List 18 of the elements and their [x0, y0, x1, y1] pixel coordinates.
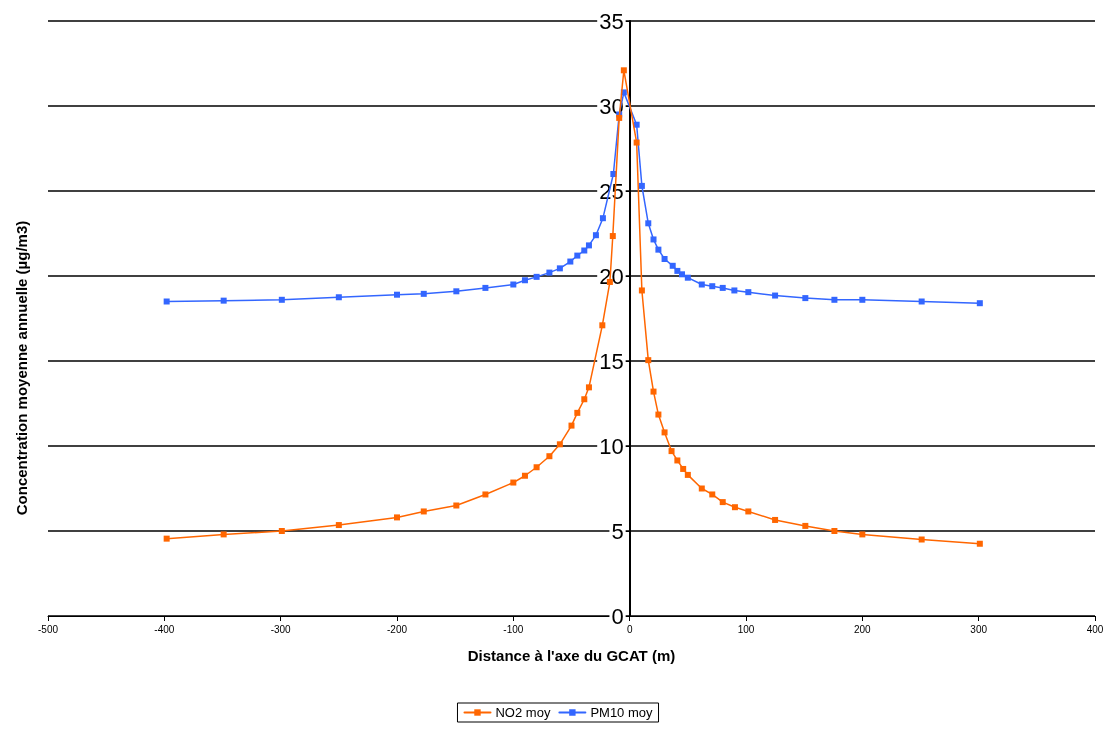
legend-label: PM10 moy	[590, 705, 654, 720]
x-tick-label: 0	[626, 623, 633, 635]
y-tick-label: 5	[611, 518, 624, 544]
x-tick-label: -100	[503, 623, 524, 635]
legend-label: NO2 moy	[495, 705, 551, 720]
y-tick-label: 15	[599, 348, 624, 374]
x-tick-label: -200	[386, 623, 408, 635]
x-tick-label: 100	[737, 623, 755, 635]
y-axis-title: Concentration moyenne annuelle (µg/m3)	[13, 220, 30, 516]
x-tick-label: -400	[154, 623, 175, 635]
y-tick-label: 10	[599, 433, 624, 459]
x-tick-label: -500	[37, 623, 59, 635]
x-axis-title: Distance à l'axe du GCAT (m)	[467, 647, 676, 664]
x-tick-label: 200	[853, 623, 872, 635]
y-tick-label: 35	[599, 8, 624, 34]
x-tick-label: -300	[270, 623, 292, 635]
x-tick-label: 300	[970, 623, 988, 635]
x-tick-label: 400	[1086, 623, 1104, 635]
